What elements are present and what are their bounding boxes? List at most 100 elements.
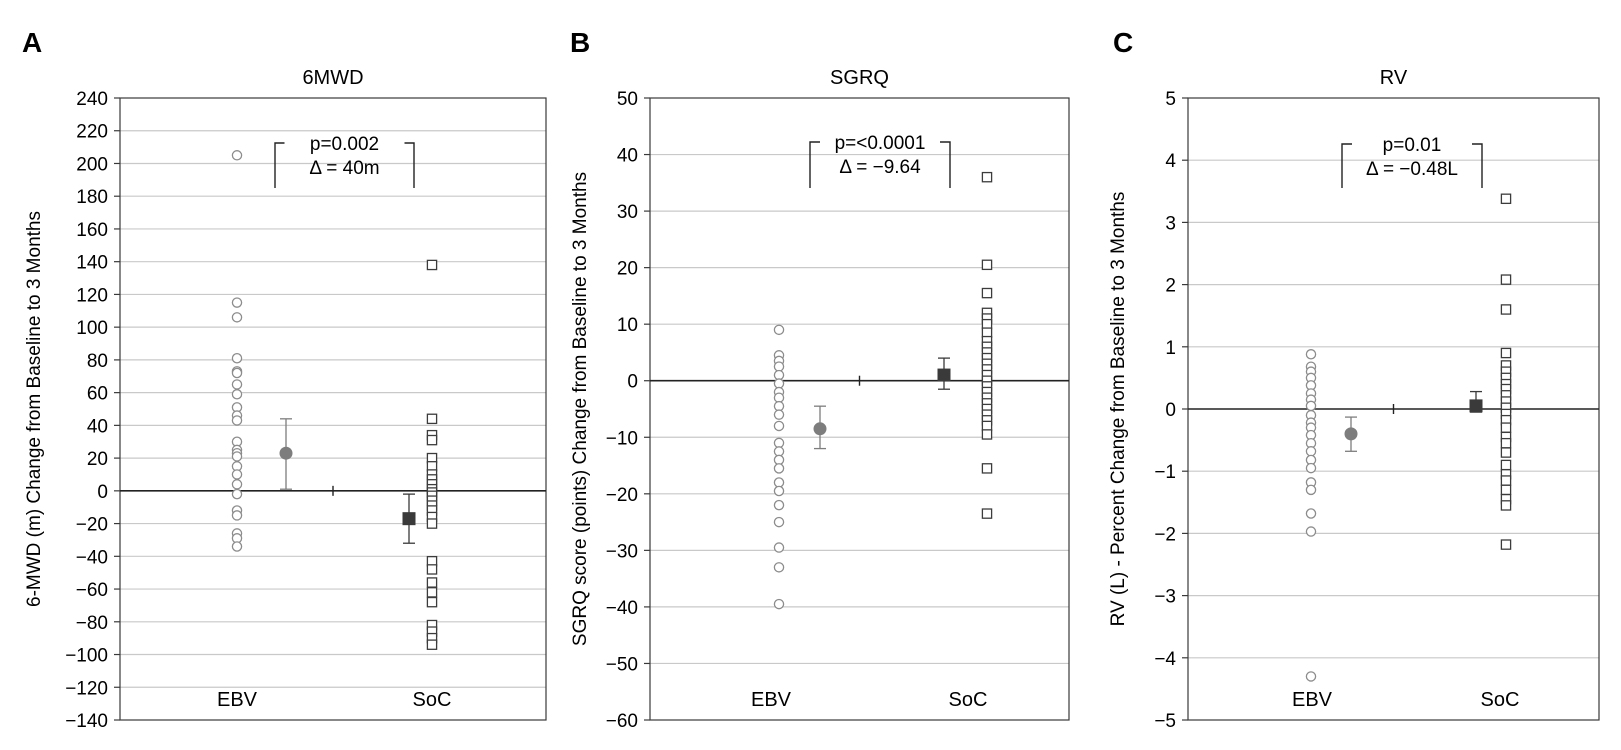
y-tick-label: 0 [97, 482, 108, 503]
y-tick-label: 220 [76, 122, 108, 143]
data-point-ebv [231, 353, 243, 364]
mean-marker-ebv [813, 422, 827, 436]
y-tick-label: −4 [1154, 649, 1176, 670]
annotation-delta: Δ = 40m [309, 158, 379, 179]
mean-marker-soc [1469, 399, 1483, 413]
data-point-ebv [773, 409, 785, 420]
data-point-ebv [773, 400, 785, 412]
data-point-ebv [231, 469, 243, 480]
category-label-soc: SoC [1481, 689, 1520, 711]
data-point-soc [1500, 484, 1512, 496]
y-tick-label: 2 [1165, 276, 1176, 297]
data-point-ebv [773, 454, 785, 466]
data-point-ebv [773, 598, 785, 610]
panel-c: −5 −4 −3 −2 −1 0 1 2 3 4 5 C RV RV (L) - Percent Chan… [1108, 27, 1600, 732]
y-tick-label: −1 [1154, 462, 1176, 483]
data-point-soc [426, 518, 438, 529]
y-tick-label: −120 [65, 678, 108, 699]
y-tick-label: 0 [1165, 400, 1176, 421]
data-point-ebv [1305, 400, 1317, 412]
data-point-ebv [1305, 508, 1317, 519]
data-point-ebv [773, 516, 785, 528]
y-tick-label: −100 [65, 646, 108, 667]
data-point-ebv [231, 312, 243, 323]
y-tick-label: 50 [617, 89, 638, 110]
data-point-ebv [231, 488, 243, 500]
significance-bracket-right [404, 142, 415, 188]
data-point-ebv [231, 379, 243, 390]
data-point-ebv [773, 437, 785, 449]
data-point-soc [981, 429, 993, 440]
panel-b: −60 −50 −40 −30 −20 −10 0 10 20 30 40 50 B SGRQ SGRQ s… [570, 27, 1070, 732]
y-tick-label: 60 [87, 384, 108, 405]
y-tick-label: −2 [1154, 524, 1176, 545]
y-tick-label: 30 [617, 202, 638, 223]
data-point-ebv [231, 479, 243, 490]
data-point-soc [1500, 437, 1512, 449]
data-point-soc [1500, 193, 1512, 205]
data-point-soc [1500, 447, 1512, 458]
data-point-soc [1500, 459, 1512, 471]
chart-title: 6MWD [302, 67, 363, 89]
data-point-soc [1500, 274, 1512, 285]
annotation-p-value: p=<0.0001 [835, 133, 926, 154]
data-point-soc [426, 596, 438, 608]
data-point-ebv [231, 297, 243, 308]
data-point-ebv [1305, 349, 1317, 360]
mean-marker-soc [937, 368, 951, 382]
data-point-ebv [773, 542, 785, 553]
data-point-ebv [1305, 671, 1317, 682]
data-point-soc [426, 259, 438, 271]
y-tick-label: −40 [606, 598, 638, 619]
y-tick-label: 140 [76, 253, 108, 274]
data-point-soc [981, 420, 993, 432]
y-axis-label: RV (L) - Percent Change from Baseline to… [1108, 192, 1129, 627]
data-point-ebv [1305, 462, 1317, 474]
y-tick-label: 0 [627, 372, 638, 393]
y-tick-label: 40 [617, 146, 638, 167]
data-point-soc [981, 171, 993, 183]
y-tick-label: −60 [76, 580, 108, 601]
panel-label: A [22, 27, 42, 58]
data-point-soc [981, 318, 993, 330]
category-label-ebv: EBV [217, 689, 258, 711]
data-point-ebv [773, 369, 785, 381]
y-tick-label: 40 [87, 416, 108, 437]
y-tick-label: 4 [1165, 151, 1176, 172]
data-point-ebv [773, 499, 785, 511]
data-point-soc [1500, 539, 1512, 550]
data-point-ebv [773, 562, 785, 573]
data-point-ebv [773, 463, 785, 474]
plot-frame [119, 97, 547, 721]
panel-label: B [570, 27, 590, 58]
data-point-ebv [231, 367, 243, 379]
data-point-ebv [773, 485, 785, 497]
mean-marker-ebv [1344, 427, 1358, 441]
data-point-soc [426, 413, 438, 425]
data-point-soc [1500, 347, 1512, 359]
y-tick-label: −5 [1154, 711, 1176, 732]
data-point-ebv [773, 392, 785, 403]
category-label-ebv: EBV [1292, 689, 1333, 711]
chart-title: SGRQ [830, 67, 889, 89]
data-point-ebv [1305, 526, 1317, 537]
plot-frame [649, 97, 1070, 721]
data-point-soc [426, 564, 438, 575]
annotation-p-value: p=0.002 [310, 134, 379, 155]
y-tick-label: 160 [76, 220, 108, 241]
y-tick-label: 100 [76, 318, 108, 339]
data-point-soc [981, 463, 993, 474]
chart-title: RV [1380, 67, 1408, 89]
data-point-soc [426, 587, 438, 598]
data-point-soc [426, 639, 438, 650]
annotation-p-value: p=0.01 [1383, 135, 1442, 156]
y-axis-label: 6-MWD (m) Change from Baseline to 3 Mont… [24, 211, 45, 607]
data-point-ebv [231, 451, 243, 462]
data-point-soc [981, 327, 993, 338]
y-tick-label: 1 [1165, 338, 1176, 359]
y-tick-label: −30 [606, 541, 638, 562]
data-point-soc [1500, 304, 1512, 315]
data-point-ebv [773, 378, 785, 389]
y-tick-label: −140 [65, 711, 108, 732]
data-point-soc [981, 287, 993, 299]
